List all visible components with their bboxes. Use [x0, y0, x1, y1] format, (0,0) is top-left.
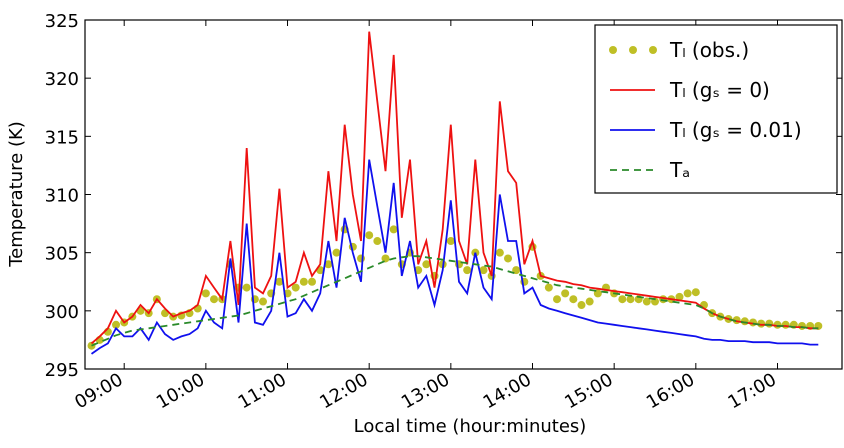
- x-tick-label: 14:00: [480, 369, 535, 413]
- obs-point: [781, 320, 790, 329]
- obs-point: [675, 292, 684, 301]
- y-tick-label: 320: [45, 69, 79, 90]
- obs-point: [332, 248, 341, 257]
- x-tick-label: 13:00: [398, 369, 453, 413]
- plot-frame: [84, 19, 843, 370]
- obs-point: [210, 295, 219, 304]
- obs-point: [446, 237, 455, 246]
- y-tick-label: 305: [45, 244, 79, 265]
- obs-point: [683, 289, 692, 298]
- legend-label: Tₗ (gₛ = 0.01): [669, 118, 802, 142]
- obs-point: [797, 321, 806, 330]
- obs-point: [381, 254, 390, 263]
- obs-point: [365, 231, 374, 240]
- obs-point: [504, 254, 513, 263]
- obs-point: [201, 289, 210, 298]
- obs-point: [308, 277, 317, 286]
- obs-point: [112, 320, 121, 329]
- x-tick-label: 09:00: [71, 369, 126, 413]
- obs-point: [618, 295, 627, 304]
- obs-point: [561, 289, 570, 298]
- y-tick-label: 315: [45, 127, 79, 148]
- obs-point: [357, 254, 366, 263]
- legend-label: Tₐ: [669, 158, 690, 182]
- obs-point: [479, 266, 488, 275]
- x-axis-label: Local time (hour:minutes): [354, 416, 587, 437]
- legend-label: Tₗ (gₛ = 0): [669, 78, 770, 102]
- obs-point: [242, 283, 251, 292]
- y-tick-label: 300: [45, 302, 79, 323]
- obs-point: [463, 266, 472, 275]
- x-tick-label: 12:00: [316, 369, 371, 413]
- legend-swatch: [649, 46, 657, 54]
- obs-point: [691, 288, 700, 297]
- obs-point: [259, 297, 268, 306]
- legend-label: Tₗ (obs.): [669, 38, 749, 62]
- obs-point: [299, 277, 308, 286]
- series-line: [90, 31, 819, 345]
- series-line: [91, 255, 819, 347]
- obs-point: [577, 301, 586, 310]
- series-line: [90, 159, 819, 355]
- obs-point: [373, 237, 382, 246]
- x-tick-label: 11:00: [235, 369, 290, 413]
- obs-point: [569, 295, 578, 304]
- x-tick-label: 15:00: [561, 369, 616, 413]
- y-axis-label: Temperature (K): [6, 121, 27, 268]
- x-tick-label: 16:00: [643, 369, 698, 413]
- obs-point: [275, 277, 284, 286]
- legend-swatch: [609, 46, 617, 54]
- obs-point: [389, 225, 398, 234]
- y-tick-label: 310: [45, 186, 79, 207]
- x-tick-label: 17:00: [725, 369, 780, 413]
- x-tick-label: 10:00: [153, 369, 208, 413]
- plot-area: [87, 31, 823, 355]
- legend-swatch: [629, 46, 637, 54]
- obs-point: [495, 248, 504, 257]
- obs-point: [553, 295, 562, 304]
- obs-point: [642, 297, 651, 306]
- obs-point: [626, 295, 635, 304]
- obs-point: [544, 283, 553, 292]
- obs-point: [585, 297, 594, 306]
- obs-point: [422, 260, 431, 269]
- obs-point: [291, 283, 300, 292]
- y-tick-label: 295: [45, 360, 79, 381]
- obs-point: [324, 260, 333, 269]
- obs-point: [765, 319, 774, 328]
- y-tick-label: 325: [45, 11, 79, 32]
